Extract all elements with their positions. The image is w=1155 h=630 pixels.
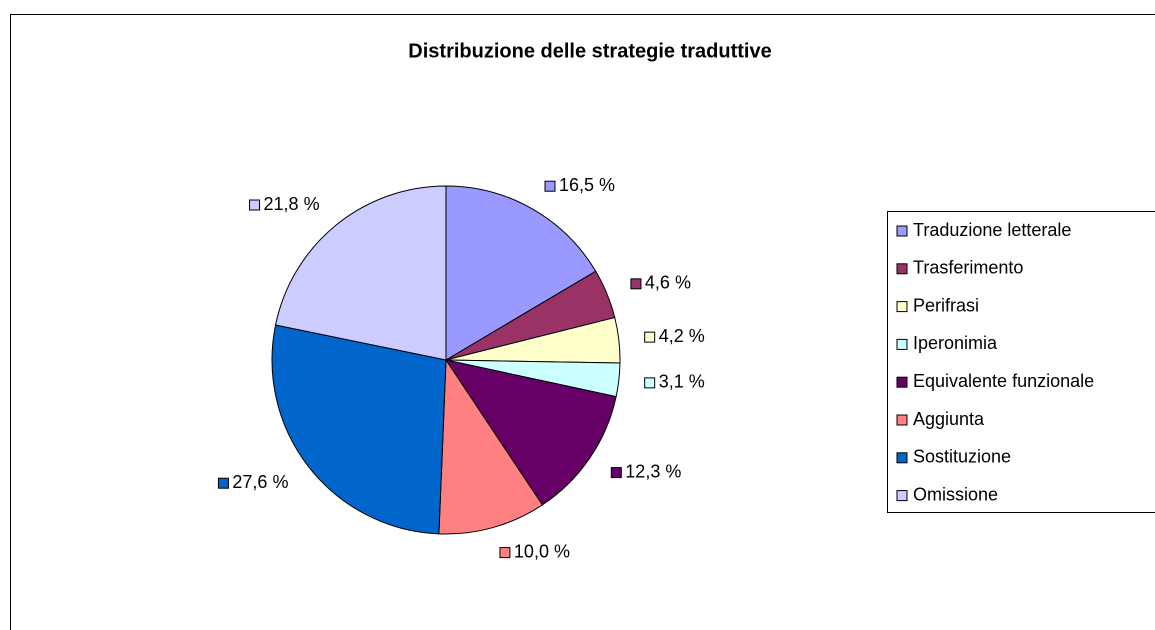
data-label-swatch: [610, 467, 622, 479]
pie-slice: [444, 359, 617, 506]
legend-label: Traduzione letterale: [913, 220, 1071, 240]
data-label-swatch: [499, 547, 511, 559]
legend-label: Equivalente funzionale: [913, 371, 1094, 391]
legend-label: Perifrasi: [913, 295, 979, 315]
legend-swatch: [896, 490, 908, 502]
chart-title: Distribuzione delle strategie traduttive: [408, 40, 771, 62]
legend-label: Iperonimia: [913, 333, 998, 353]
pie-slice: [445, 185, 597, 361]
legend-swatch: [896, 338, 908, 350]
data-label-swatch: [630, 278, 642, 290]
data-label: 16,5 %: [559, 175, 615, 195]
pie-slice: [438, 358, 544, 535]
data-label-swatch: [544, 180, 556, 192]
legend-box: [887, 211, 1155, 513]
legend-swatch: [896, 452, 908, 464]
pie-slice: [271, 324, 447, 535]
data-label: 3,1 %: [659, 372, 705, 392]
legend-swatch: [896, 414, 908, 426]
data-label-swatch: [217, 477, 229, 489]
legend-label: Sostituzione: [913, 447, 1011, 467]
data-label: 21,8 %: [264, 194, 320, 214]
data-label-swatch: [644, 331, 656, 343]
legend-label: Aggiunta: [913, 409, 985, 429]
data-label: 4,2 %: [659, 326, 705, 346]
data-label: 10,0 %: [514, 541, 570, 561]
legend-swatch: [896, 301, 908, 313]
legend-swatch: [896, 376, 908, 388]
data-label: 27,6 %: [232, 472, 288, 492]
legend-swatch: [896, 225, 908, 237]
data-label-swatch: [644, 377, 656, 389]
legend-label: Omissione: [913, 484, 998, 504]
pie-slice: [274, 185, 447, 361]
legend-label: Trasferimento: [913, 258, 1023, 278]
legend-swatch: [896, 263, 908, 275]
data-label-swatch: [249, 199, 261, 211]
data-label: 12,3 %: [625, 461, 681, 481]
data-label: 4,6 %: [645, 273, 691, 293]
